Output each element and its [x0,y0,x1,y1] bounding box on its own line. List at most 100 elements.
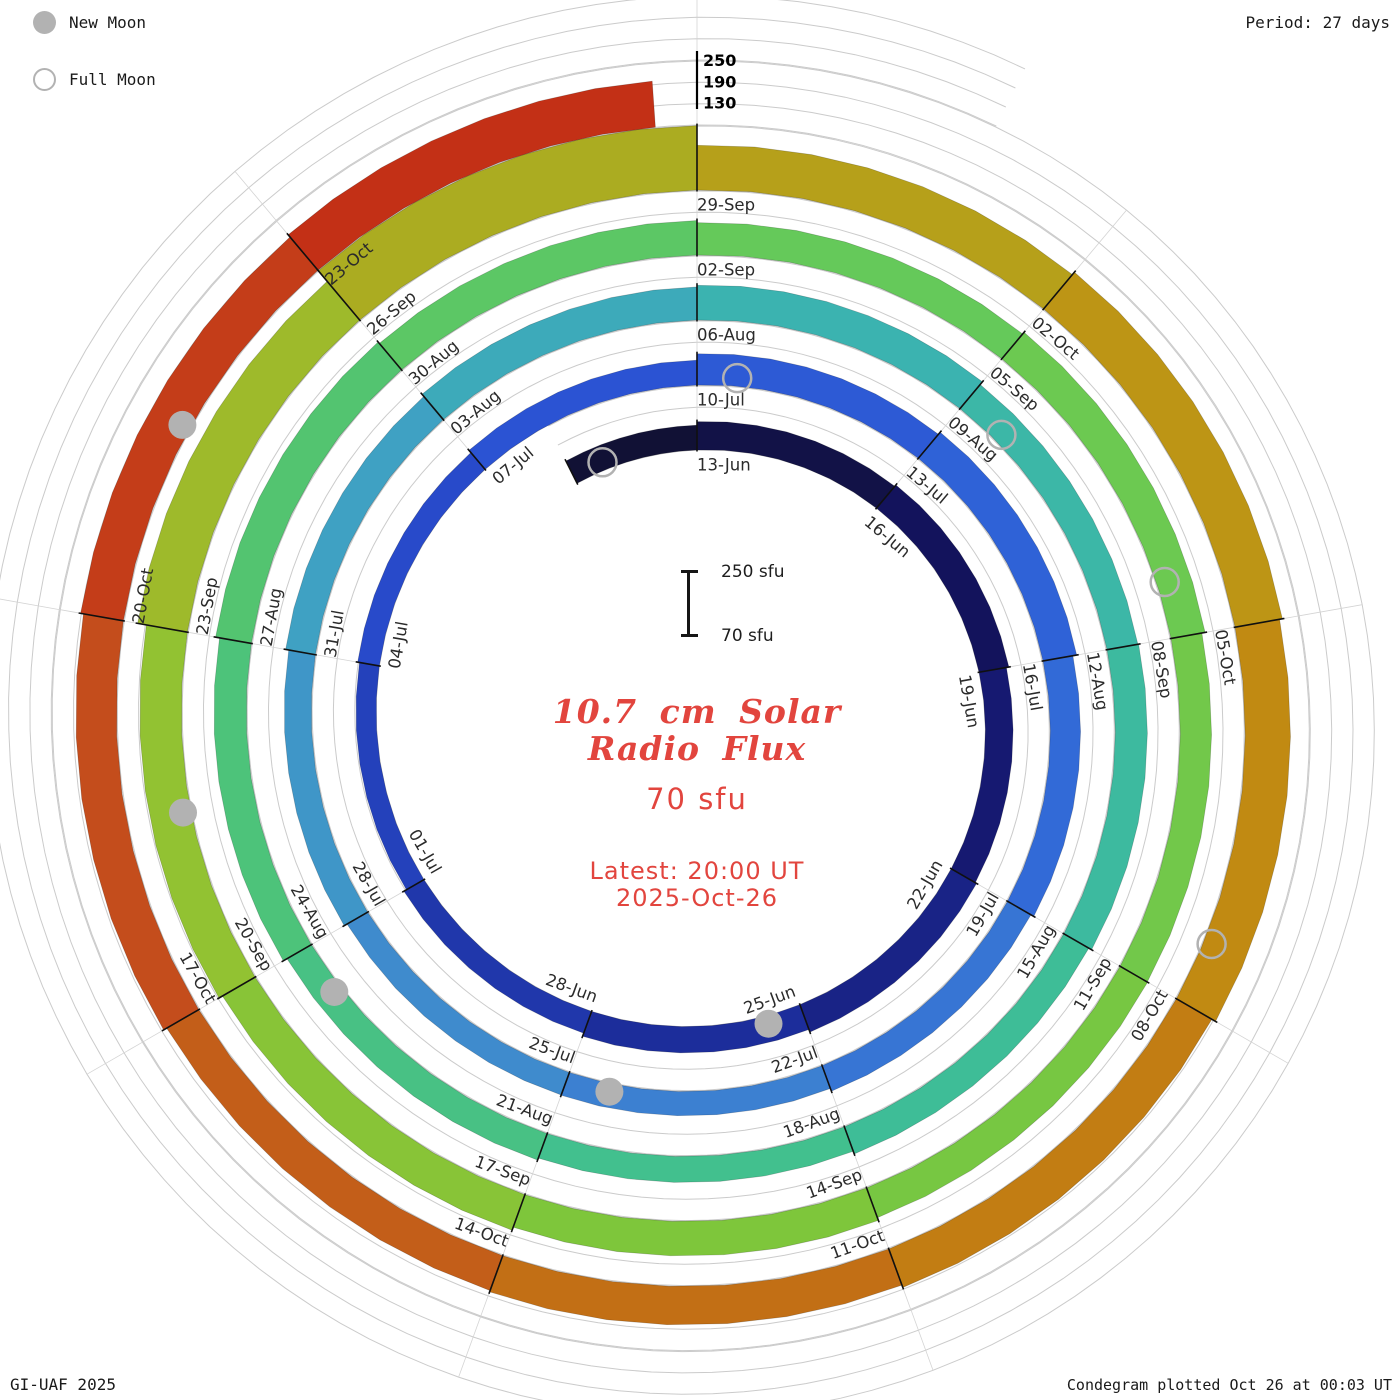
flux-bar [888,998,1213,1288]
new-moon-marker [168,410,197,439]
segment-tick [286,232,320,272]
date-label: 04-Jul [385,620,412,670]
segment-tick [536,1132,549,1163]
period-label: Period: 27 days [1245,13,1391,32]
chart-title-line1: 10.7 cm Solar [552,692,842,731]
grid-day-tick [1085,209,1127,260]
chart-title-line2: Radio Flux [587,729,807,768]
latest-date-line: 2025-Oct-26 [615,884,779,912]
date-label: 10-Jul [697,391,745,410]
segment-tick [865,1186,880,1223]
segment-tick [316,268,362,322]
plotted-label: Condegram plotted Oct 26 at 00:03 UT [1066,1376,1392,1394]
segment-tick [161,1008,201,1032]
flux-bar [512,1187,879,1257]
flux-bar [287,80,656,271]
grid-day-tick [458,1316,481,1378]
segment-tick [916,430,943,461]
radial-axis-label: 250 [703,51,736,70]
new-moon-marker [595,1077,624,1106]
date-label: 05-Oct [1211,628,1240,687]
legend-new-moon: New Moon [33,10,156,34]
segment-tick [281,943,314,963]
latest-timestamp: Latest: 20:00 UT 2025-Oct-26 [347,858,1047,912]
new-moon-icon [33,10,56,34]
segment-tick [564,458,579,485]
flux-scale-bar [681,570,698,637]
grid-day-tick [234,171,277,221]
segment-tick [467,448,487,472]
scale-min-label: 70 sfu [721,626,774,646]
date-label: 13-Jun [697,456,751,475]
segment-tick [1174,997,1218,1024]
segment-tick [581,1009,593,1039]
segment-tick [78,612,125,622]
new-moon-marker [169,798,197,827]
segment-tick [401,878,426,893]
segment-tick [488,1254,504,1295]
full-moon-marker [1196,928,1227,960]
segment-tick [1169,631,1208,640]
grid-day-tick [86,1041,143,1075]
segment-tick [376,339,404,372]
segment-tick [1041,653,1079,662]
flux-bar [166,1009,504,1292]
segment-tick [510,1193,527,1233]
segment-tick [1041,270,1077,311]
segment-tick [843,1125,856,1157]
date-label: 31-Jul [321,609,348,659]
segment-tick [977,665,1011,674]
segment-tick [798,1003,812,1035]
segment-tick [887,1247,905,1290]
full-moon-marker [1149,566,1180,598]
segment-tick [1000,330,1026,361]
flux-bar [565,424,698,484]
segment-tick [1118,964,1150,984]
full-moon-marker [587,447,618,478]
date-label: 02-Sep [697,261,755,280]
segment-tick [1105,643,1141,651]
full-moon-label: Full Moon [69,69,156,89]
full-moon-marker [721,362,753,394]
grid-day-tick [0,598,60,610]
segment-tick [949,867,979,886]
legend-full-moon: Full Moon [33,67,156,91]
grid-day-tick [910,1309,934,1371]
segment-tick [820,1064,833,1094]
segment-tick [1005,899,1036,919]
segment-tick [958,379,985,411]
credit-label: GI-UAF 2025 [10,1375,116,1394]
segment-tick [216,975,257,1000]
moon-legend: New Moon Full Moon [33,10,156,91]
segment-tick [342,910,370,928]
segment-tick [420,392,445,422]
segment-tick [213,636,253,645]
new-moon-marker [754,1009,783,1038]
full-moon-marker [986,419,1017,451]
date-label: 29-Sep [697,196,755,215]
current-flux-value: 70 sfu [646,782,748,816]
segment-tick [135,622,189,634]
grid-day-tick [1299,604,1363,617]
full-moon-icon [33,67,56,91]
radial-axis-label: 190 [703,72,736,91]
scale-max-label: 250 sfu [721,562,785,582]
segment-tick [559,1070,571,1098]
center-annotations: 10.7 cm Solar Radio Flux 70 sfu Latest: … [347,693,1047,912]
grid-day-tick [1232,1030,1289,1064]
radial-axis-label: 130 [703,94,736,113]
flux-bar [537,1126,854,1183]
segment-tick [283,648,317,656]
segment-tick [355,661,381,667]
new-moon-marker [320,978,349,1006]
date-label: 06-Aug [697,326,756,345]
segment-tick [1062,932,1094,952]
flux-bar [866,965,1149,1219]
segment-tick [1233,617,1285,629]
segment-tick [874,482,898,510]
latest-time-line: Latest: 20:00 UT [589,857,805,885]
new-moon-label: New Moon [69,12,147,32]
chart-title: 10.7 cm Solar Radio Flux [347,693,1047,767]
